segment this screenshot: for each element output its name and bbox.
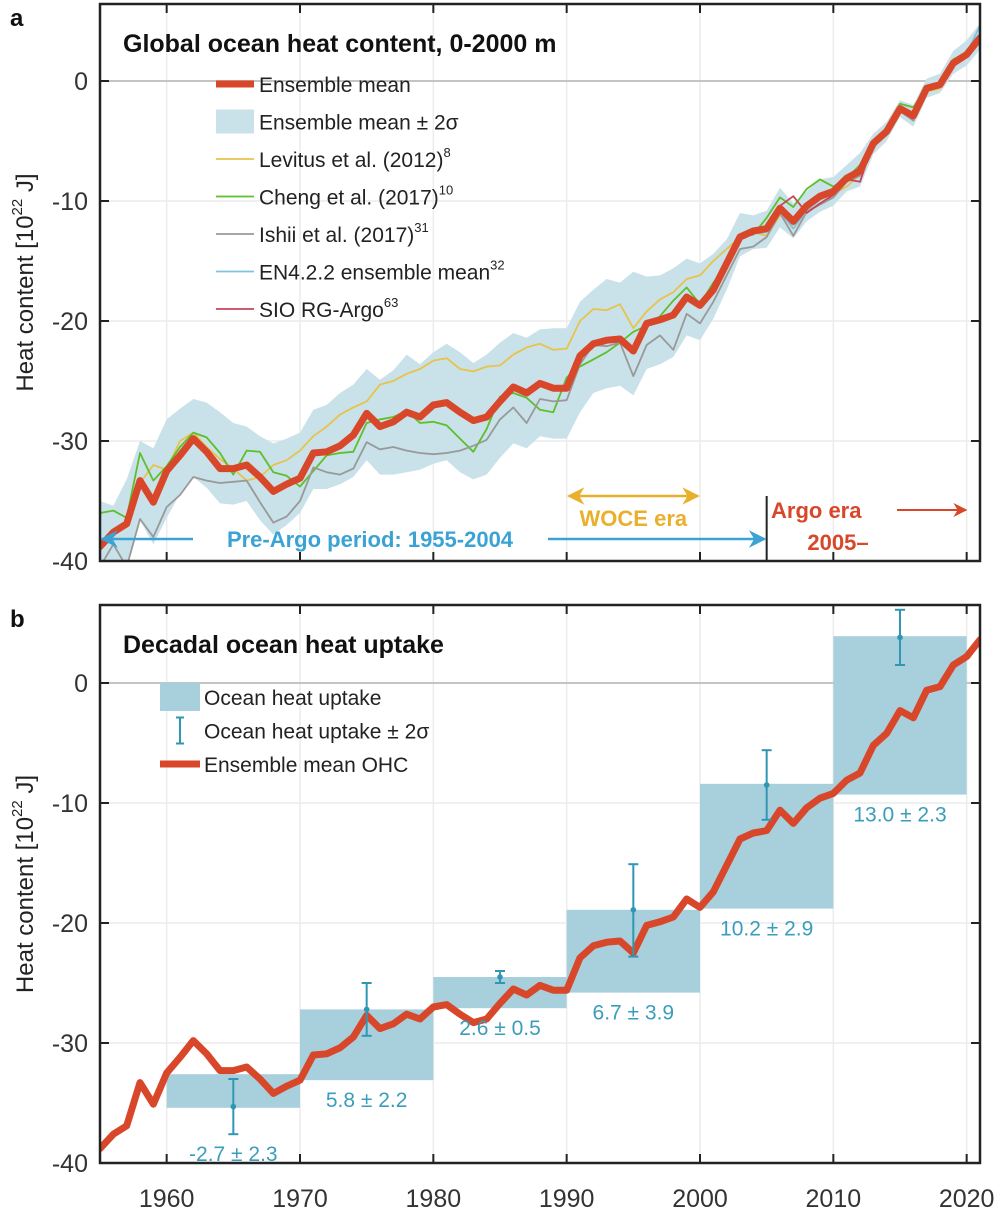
pre-argo-label: Pre-Argo period: 1955-2004 bbox=[227, 527, 514, 552]
x-tick-label: 1990 bbox=[539, 1185, 595, 1213]
error-bar bbox=[761, 749, 772, 821]
bar-value-label: 2.6 ± 0.5 bbox=[459, 1017, 541, 1040]
ensemble-mean-ohc-line bbox=[100, 636, 980, 1153]
series-en4-2-2-ensemble-mean bbox=[699, 25, 980, 309]
legend-item: Ensemble mean OHC bbox=[160, 754, 408, 777]
plot-area bbox=[100, 23, 980, 561]
legend-label: Ensemble mean ± 2σ bbox=[259, 112, 459, 135]
panel-label: b bbox=[10, 606, 25, 633]
error-bar bbox=[228, 1078, 239, 1136]
legend-item: EN4.2.2 ensemble mean32 bbox=[216, 258, 505, 285]
legend-item: Levitus et al. (2012)8 bbox=[216, 145, 451, 172]
axes-frame bbox=[98, 603, 982, 1165]
error-bar bbox=[495, 970, 505, 984]
legend-item: Cheng et al. (2017)10 bbox=[216, 183, 453, 210]
legend-label: Ocean heat uptake bbox=[204, 687, 381, 710]
woce-label: WOCE era bbox=[580, 506, 688, 531]
legend-item: Ensemble mean ± 2σ bbox=[216, 109, 459, 135]
legend-item: SIO RG-Argo63 bbox=[216, 295, 398, 322]
panel-b: -2.7 ± 2.3 5.8 ± 2.2 2.6 ± 0.5 6.7 ± 3.9 10.… bbox=[9, 603, 995, 1213]
legend-label: EN4.2.2 ensemble mean32 bbox=[259, 258, 505, 285]
error-bar-center bbox=[763, 782, 770, 788]
error-bar bbox=[895, 608, 905, 666]
y-tick-label: -40 bbox=[52, 548, 88, 576]
legend: Ensemble mean Ensemble mean ± 2σ Levitus e… bbox=[216, 74, 505, 322]
y-tick-label: -30 bbox=[52, 1030, 88, 1058]
bar-value-label: -2.7 ± 2.3 bbox=[189, 1143, 278, 1166]
x-tick-label: 1970 bbox=[272, 1185, 328, 1213]
legend-item: Ishii et al. (2017)31 bbox=[216, 220, 429, 247]
plot-area bbox=[100, 636, 980, 1153]
legend-label: Ensemble mean OHC bbox=[204, 754, 408, 777]
legend: Ocean heat uptake Ocean heat uptake ± 2σ E… bbox=[160, 683, 429, 777]
legend-item: Ocean heat uptake bbox=[160, 683, 381, 711]
panel-label: a bbox=[10, 5, 24, 32]
x-tick-label: 2020 bbox=[939, 1185, 995, 1213]
series-ensemble-mean bbox=[100, 34, 980, 551]
chart-title: Global ocean heat content, 0-2000 m bbox=[123, 30, 556, 58]
y-tick-label: -10 bbox=[52, 790, 88, 818]
legend-swatch-patch bbox=[160, 683, 200, 711]
series-ishii-et-al-2017- bbox=[102, 41, 980, 561]
bar-value-label: 13.0 ± 2.3 bbox=[853, 804, 946, 827]
bar-value-label: 10.2 ± 2.9 bbox=[720, 918, 813, 941]
argo-start-label: 2005– bbox=[807, 530, 868, 555]
chart-title: Decadal ocean heat uptake bbox=[123, 631, 444, 659]
legend-label: SIO RG-Argo63 bbox=[259, 295, 398, 322]
y-tick-label: 0 bbox=[74, 670, 88, 698]
error-bar-center bbox=[230, 1103, 237, 1110]
error-bar-center bbox=[363, 1006, 370, 1013]
uncertainty-band bbox=[100, 23, 980, 561]
y-tick-label: -40 bbox=[52, 1150, 88, 1178]
y-axis-label: Heat content [1022 J] bbox=[9, 173, 39, 391]
y-tick-label: -20 bbox=[52, 308, 88, 336]
bar-value-label: 5.8 ± 2.2 bbox=[326, 1089, 408, 1112]
argo-era-label: Argo era bbox=[771, 498, 862, 523]
y-tick-label: 0 bbox=[74, 68, 88, 96]
legend-label: Ocean heat uptake ± 2σ bbox=[204, 721, 429, 744]
axes-frame bbox=[98, 2, 982, 563]
legend-label: Ishii et al. (2017)31 bbox=[259, 220, 429, 247]
error-bar-center bbox=[497, 974, 503, 980]
legend-label: Cheng et al. (2017)10 bbox=[259, 183, 453, 210]
bar-value-label: 6.7 ± 3.9 bbox=[593, 1002, 675, 1025]
legend-label: Ensemble mean bbox=[259, 74, 411, 97]
error-bar bbox=[361, 982, 372, 1037]
y-tick-label: -20 bbox=[52, 910, 88, 938]
y-axis-label: Heat content [1022 J] bbox=[9, 775, 39, 993]
panel-a: Pre-Argo period: 1955-2004 WOCE era Argo e… bbox=[9, 2, 982, 576]
y-tick-label: -30 bbox=[52, 428, 88, 456]
x-tick-label: 2000 bbox=[672, 1185, 728, 1213]
error-bar-center bbox=[630, 907, 637, 913]
y-tick-label: -10 bbox=[52, 188, 88, 216]
legend-label: Levitus et al. (2012)8 bbox=[259, 145, 451, 172]
legend-swatch-patch bbox=[216, 109, 254, 134]
x-tick-label: 1960 bbox=[139, 1185, 195, 1213]
error-bar bbox=[628, 863, 639, 958]
x-tick-label: 2010 bbox=[806, 1185, 862, 1213]
error-bar-center bbox=[897, 634, 903, 641]
x-tick-label: 1980 bbox=[406, 1185, 462, 1213]
legend-item: Ensemble mean bbox=[216, 74, 411, 97]
legend-item: Ocean heat uptake ± 2σ bbox=[176, 716, 429, 745]
